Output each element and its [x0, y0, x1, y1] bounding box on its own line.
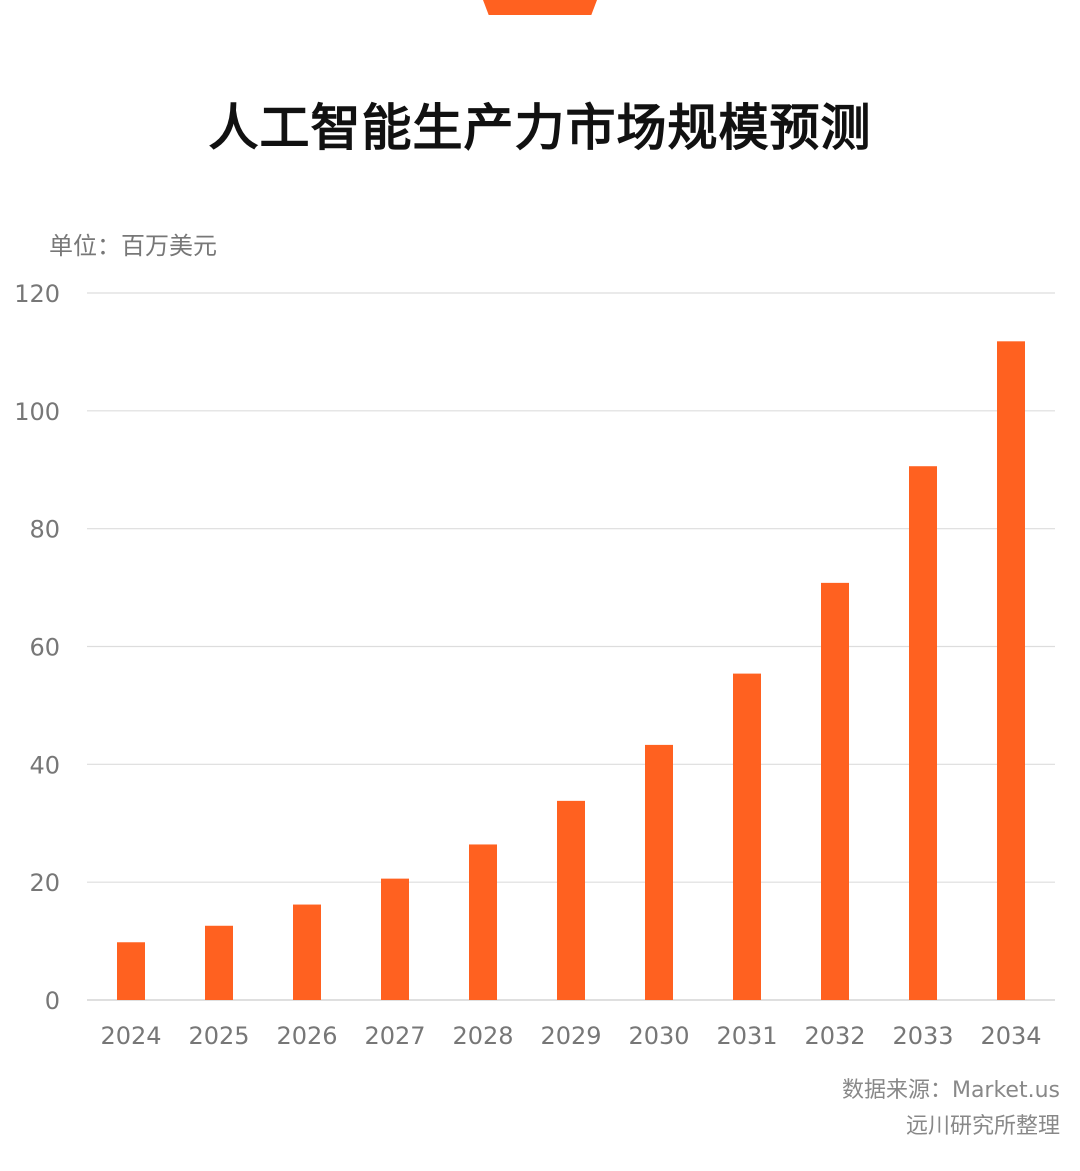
bar-2028	[469, 844, 497, 1000]
y-tick-label: 80	[29, 516, 60, 544]
chart-title: 人工智能生产力市场规模预测	[208, 99, 872, 157]
x-tick-label: 2034	[980, 1022, 1041, 1050]
bar-2024	[117, 942, 145, 1000]
unit-label: 单位：百万美元	[49, 232, 217, 260]
bar-2034	[997, 341, 1025, 1001]
x-tick-label: 2029	[540, 1022, 601, 1050]
data-source: 数据来源：Market.us	[841, 1078, 1060, 1103]
x-tick-label: 2033	[892, 1022, 953, 1050]
bar-2031	[733, 673, 761, 1000]
bar-2027	[381, 878, 409, 1000]
y-tick-label: 0	[45, 987, 60, 1015]
x-axis-ticks: 2024 2025 2026 2027 2028 2029 2030 2031 2032 2033…	[100, 1022, 1041, 1050]
y-axis-ticks: 0 20 40 60 80 100 120	[14, 280, 60, 1015]
grid-layer	[87, 292, 1055, 1001]
y-tick-label: 60	[29, 634, 60, 662]
x-tick-label: 2031	[716, 1022, 777, 1050]
x-tick-label: 2026	[276, 1022, 337, 1050]
y-tick-label: 100	[14, 398, 60, 426]
x-tick-label: 2025	[188, 1022, 249, 1050]
bar-2025	[205, 925, 233, 1000]
x-tick-label: 2027	[364, 1022, 425, 1050]
x-tick-label: 2028	[452, 1022, 513, 1050]
bar-2029	[557, 800, 585, 1000]
y-tick-label: 120	[14, 280, 60, 308]
x-tick-label: 2030	[628, 1022, 689, 1050]
bar-2033	[909, 466, 937, 1001]
top-accent-bar	[483, 0, 597, 15]
bars	[117, 341, 1025, 1001]
x-tick-label: 2032	[804, 1022, 865, 1050]
bar-2030	[645, 744, 673, 1000]
x-tick-label: 2024	[100, 1022, 161, 1050]
bar-2026	[293, 904, 321, 1000]
y-tick-label: 20	[29, 869, 60, 897]
compiled-by: 远川研究所整理	[905, 1114, 1060, 1139]
y-tick-label: 40	[29, 751, 60, 779]
bar-2032	[821, 582, 849, 1000]
